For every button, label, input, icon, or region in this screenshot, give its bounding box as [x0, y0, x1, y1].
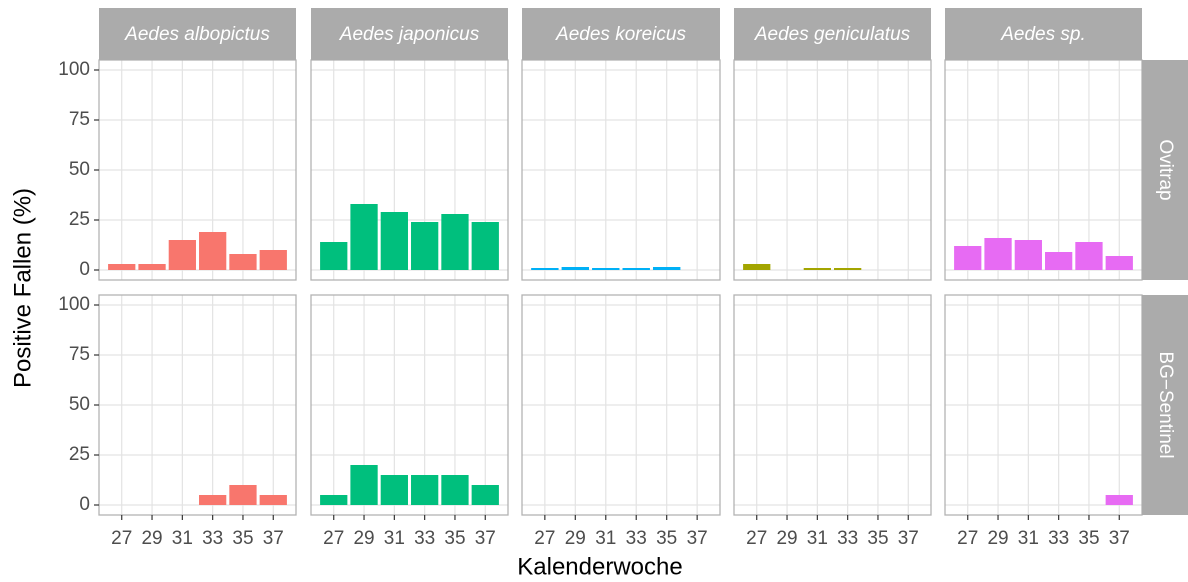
y-tick-label: 50: [69, 159, 90, 180]
y-tick-label: 100: [58, 59, 90, 80]
bar: [229, 485, 257, 505]
bar: [834, 268, 862, 270]
x-tick-label: 27: [534, 528, 555, 549]
bar: [561, 267, 590, 270]
column-strip-label: Aedes geniculatus: [754, 24, 911, 45]
x-tick-label: 33: [202, 528, 223, 549]
bar: [441, 214, 469, 270]
x-tick-label: 33: [414, 528, 435, 549]
bar: [350, 465, 378, 505]
x-tick-label: 29: [565, 528, 586, 549]
bar: [350, 204, 378, 270]
x-tick-label: 37: [263, 528, 284, 549]
y-tick-label: 0: [79, 259, 90, 280]
column-strip: [522, 8, 720, 60]
column-strip: [99, 8, 296, 60]
panel-border: [310, 294, 509, 516]
x-tick-label: 31: [807, 528, 828, 549]
bar: [320, 242, 348, 270]
x-tick-label: 35: [1078, 528, 1099, 549]
panel-border: [733, 294, 932, 516]
column-strip-label: Aedes albopictus: [124, 24, 270, 45]
bar: [984, 238, 1012, 270]
x-tick-label: 31: [172, 528, 193, 549]
y-tick-label: 50: [69, 394, 90, 415]
bar: [411, 222, 439, 270]
bar: [1014, 240, 1042, 270]
column-strip: [311, 8, 508, 60]
bar: [1045, 252, 1073, 270]
column-strip-label: Aedes koreicus: [555, 24, 686, 45]
x-tick-label: 37: [687, 528, 708, 549]
row-strip: [1142, 60, 1188, 280]
column-strip-label: Aedes sp.: [1000, 24, 1086, 45]
y-tick-label: 75: [69, 109, 90, 130]
x-tick-label: 27: [957, 528, 978, 549]
bar: [652, 267, 681, 270]
y-tick-label: 100: [58, 294, 90, 315]
x-tick-label: 29: [987, 528, 1008, 549]
bar: [743, 264, 771, 270]
row-strip-label: BG−Sentinel: [1155, 351, 1176, 458]
x-tick-label: 35: [656, 528, 677, 549]
bar: [108, 264, 136, 270]
bar: [320, 495, 348, 505]
bar: [471, 222, 499, 270]
bar: [168, 240, 196, 270]
x-tick-label: 29: [776, 528, 797, 549]
bar: [803, 268, 831, 270]
x-tick-label: 27: [111, 528, 132, 549]
bar: [199, 232, 227, 270]
bar: [1105, 256, 1133, 270]
bar: [622, 268, 650, 270]
row-strip-label: Ovitrap: [1155, 139, 1176, 200]
column-strip-label: Aedes japonicus: [339, 24, 480, 45]
y-tick-label: 25: [69, 444, 90, 465]
bar: [138, 264, 166, 270]
column-strip: [734, 8, 931, 60]
x-tick-label: 29: [141, 528, 162, 549]
bar: [954, 246, 982, 270]
x-tick-label: 35: [232, 528, 253, 549]
x-tick-label: 37: [898, 528, 919, 549]
x-tick-label: 29: [353, 528, 374, 549]
bar: [259, 495, 287, 505]
bar: [229, 254, 257, 270]
bar: [380, 212, 408, 270]
y-tick-label: 25: [69, 209, 90, 230]
bar: [1105, 495, 1133, 505]
bar: [411, 475, 439, 505]
x-tick-label: 31: [384, 528, 405, 549]
x-tick-label: 35: [444, 528, 465, 549]
bar: [471, 485, 499, 505]
bar: [592, 268, 620, 270]
x-tick-label: 35: [867, 528, 888, 549]
x-tick-label: 27: [323, 528, 344, 549]
x-tick-label: 37: [475, 528, 496, 549]
panel-border: [521, 294, 721, 516]
x-tick-label: 33: [626, 528, 647, 549]
bar: [259, 250, 287, 270]
x-tick-label: 33: [1048, 528, 1069, 549]
x-tick-label: 27: [746, 528, 767, 549]
bar: [380, 475, 408, 505]
y-tick-label: 0: [79, 494, 90, 515]
column-strip: [945, 8, 1142, 60]
x-tick-label: 31: [1018, 528, 1039, 549]
x-tick-label: 37: [1109, 528, 1130, 549]
x-tick-label: 33: [837, 528, 858, 549]
bar: [1075, 242, 1103, 270]
bar: [531, 268, 559, 270]
y-axis-title: Positive Fallen (%): [9, 188, 36, 388]
y-tick-label: 75: [69, 344, 90, 365]
row-strip: [1142, 295, 1188, 515]
bar: [441, 475, 469, 505]
x-axis-title: Kalenderwoche: [517, 553, 682, 580]
x-tick-label: 31: [595, 528, 616, 549]
bar: [199, 495, 227, 505]
